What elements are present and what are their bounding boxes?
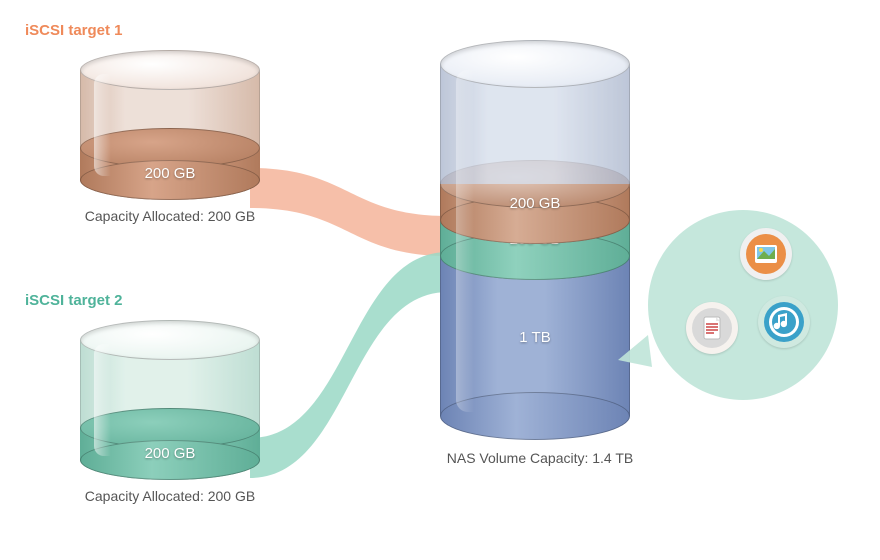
music-icon <box>758 296 810 348</box>
cylinder-t1: 200 GB <box>80 50 260 200</box>
target-title-t1: iSCSI target 1 <box>25 22 123 39</box>
photo-icon <box>740 228 792 280</box>
cylinder-t2: 200 GB <box>80 320 260 480</box>
doc-icon <box>686 302 738 354</box>
nas-cylinder: 1 TB200 GB200 GB <box>440 70 630 440</box>
target-caption-t1: Capacity Allocated: 200 GB <box>60 208 280 224</box>
fill-label: 200 GB <box>80 445 260 462</box>
target-caption-t2: Capacity Allocated: 200 GB <box>60 488 280 504</box>
fill-label: 200 GB <box>80 165 260 182</box>
flow-target2 <box>250 0 448 560</box>
nas-caption: NAS Volume Capacity: 1.4 TB <box>420 450 660 466</box>
target-title-t2: iSCSI target 2 <box>25 292 123 309</box>
